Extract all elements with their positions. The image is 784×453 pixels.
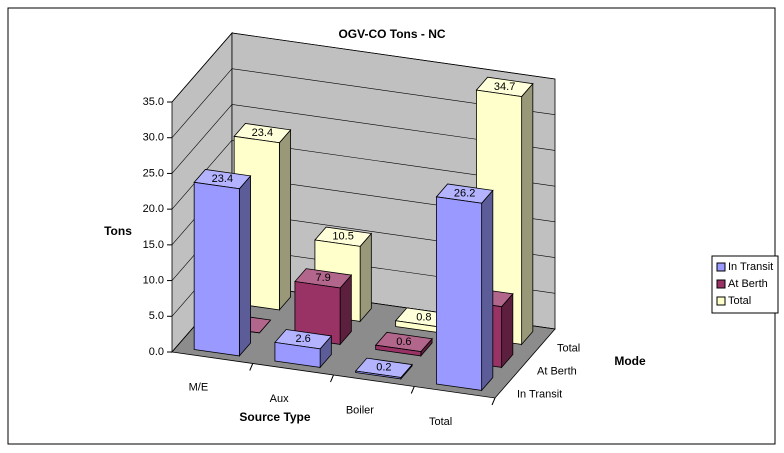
bar-side [238,174,251,357]
legend-swatch [716,296,726,306]
data-label: 10.5 [332,231,353,243]
y-axis-label: Tons [104,224,132,238]
x-tick-label: Total [429,416,452,428]
x-tick-label: M/E [189,382,209,394]
data-label: 2.6 [295,333,310,345]
y-tick-label: 35.0 [143,96,164,108]
bar-side [359,232,372,323]
legend-swatch [716,279,726,289]
bar-side [278,128,291,311]
z-axis-label: Mode [614,354,646,368]
grid-line [171,104,556,174]
bar-front [355,370,402,380]
z-tick-label: At Berth [537,365,577,377]
bar-front [193,181,240,357]
legend-label: At Berth [728,278,768,290]
bar-side [481,189,494,392]
x-tick [249,363,254,371]
data-label: 0.8 [416,311,431,323]
z-tick-label: In Transit [517,388,562,400]
chart-title: OGV-CO Tons - NC [338,27,445,41]
y-tick-label: 15.0 [143,239,164,251]
bar-front [436,196,483,391]
y-tick-label: 20.0 [143,203,164,215]
bar [193,169,252,357]
data-label: 23.4 [212,173,233,185]
data-label: 0.2 [376,362,391,374]
data-label: 23.4 [252,127,273,139]
grid-line [171,32,556,103]
x-axis-label: Source Type [239,410,310,424]
x-tick-label: Aux [270,393,289,405]
data-label: 0.6 [396,336,411,348]
bar-side [521,82,534,346]
data-label: 34.7 [494,81,515,93]
x-tick [330,374,334,383]
legend-label: Total [728,295,751,307]
y-tick-label: 0.0 [149,346,164,358]
legend-label: In Transit [728,261,773,273]
bar [374,331,433,357]
bar-front [274,341,321,368]
legend-swatch [716,262,726,272]
data-label: 7.9 [315,272,330,284]
z-tick-label: Total [557,342,580,354]
bar [354,357,413,380]
y-tick-label: 30.0 [143,132,164,144]
bar [274,329,333,369]
x-tick [410,386,415,394]
grid-line [171,68,556,138]
bar [435,183,494,392]
bar-front [375,344,422,357]
grid-line [171,139,556,210]
x-tick-label: Boiler [346,405,374,417]
y-tick-label: 25.0 [143,167,164,179]
data-label: 26.2 [454,188,475,200]
x-tick [491,397,496,406]
y-tick-label: 5.0 [149,310,164,322]
y-tick-label: 10.0 [143,274,164,286]
